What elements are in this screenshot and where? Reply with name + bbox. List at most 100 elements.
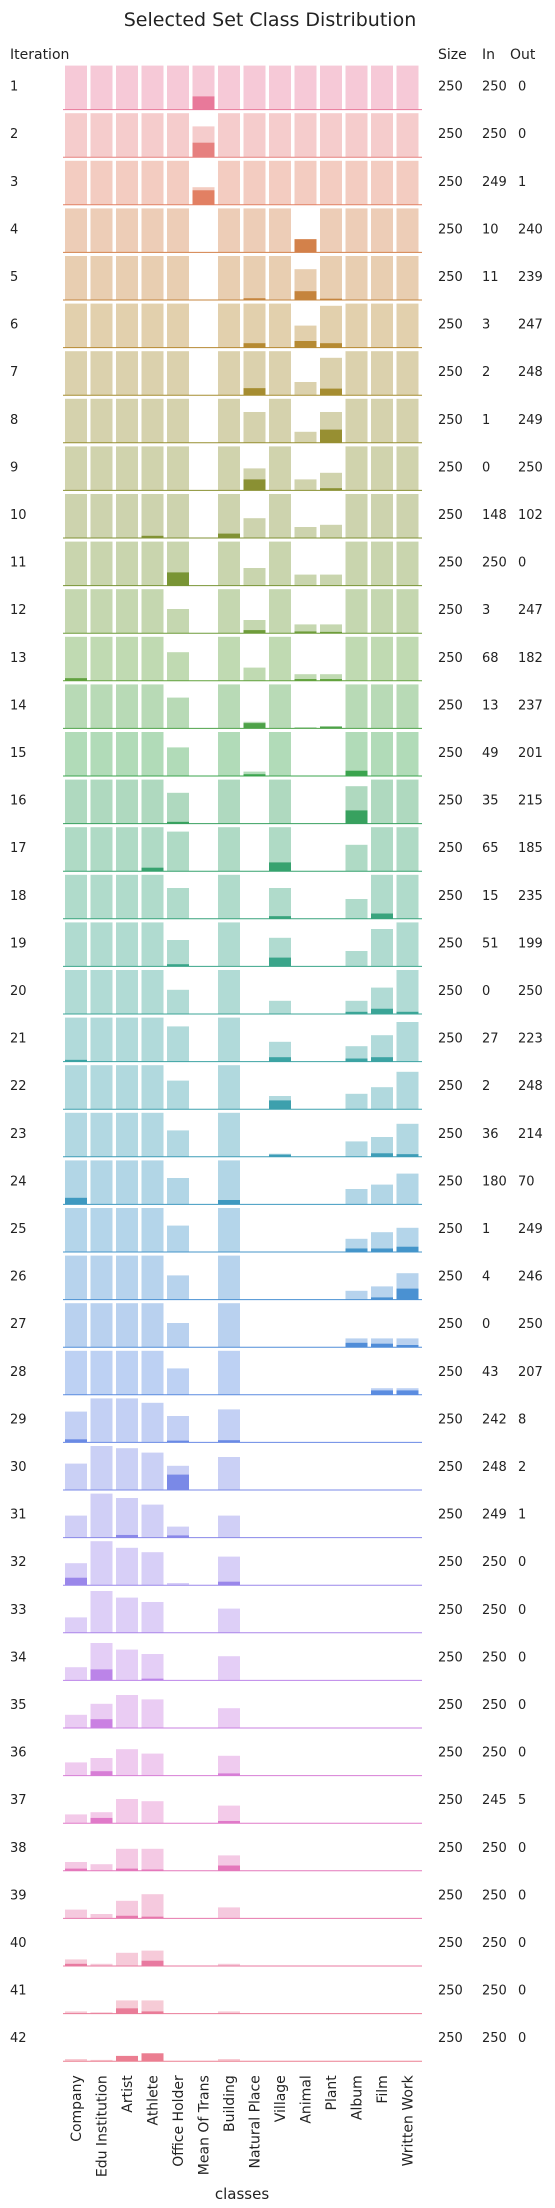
pool-bar (269, 1000, 291, 1014)
pool-bar (167, 888, 189, 919)
selected-bar (167, 1535, 189, 1538)
x-tick-label: Plant (324, 2075, 340, 2111)
iteration-row: 28 250 43 207 (10, 1350, 543, 1396)
pool-bar (218, 208, 240, 253)
selected-bar (345, 1058, 368, 1062)
selected-bar (192, 142, 215, 158)
pool-bar (116, 1112, 138, 1157)
iteration-label: 17 (10, 841, 27, 856)
pool-bar (243, 667, 266, 681)
pool-bar (218, 1708, 240, 1728)
in-value: 249 (482, 1508, 507, 1523)
selected-bar (65, 1197, 87, 1205)
iteration-row: 35 250 250 0 (10, 1695, 526, 1729)
selected-bar (141, 1869, 164, 1871)
pool-bar (294, 727, 317, 729)
pool-bar (396, 208, 419, 253)
pool-bar (90, 1017, 113, 1062)
pool-bar (65, 1862, 87, 1871)
x-tick-label: Company (69, 2075, 85, 2142)
pool-bar (371, 256, 393, 300)
pool-bar (371, 684, 393, 729)
pool-bar (345, 1141, 368, 1157)
iteration-label: 35 (10, 1698, 27, 1713)
pool-bar (116, 1208, 138, 1252)
selected-bar (396, 1345, 419, 1348)
pool-bar (345, 1046, 368, 1062)
in-value: 250 (482, 1888, 507, 1903)
size-value: 250 (438, 2031, 463, 2046)
out-value: 0 (518, 1936, 526, 1951)
in-value: 2 (482, 365, 490, 380)
iteration-row: 22 250 2 248 (10, 1065, 543, 1110)
pool-bar (371, 65, 393, 110)
pool-bar (116, 1498, 138, 1538)
pool-bar (141, 1017, 164, 1062)
iteration-label: 41 (10, 1984, 27, 1999)
pool-bar (345, 541, 368, 586)
pool-bar (141, 1801, 164, 1824)
in-value: 250 (482, 127, 507, 142)
pool-bar (243, 65, 266, 110)
in-value: 250 (482, 1555, 507, 1570)
selected-bar (269, 957, 291, 967)
selected-bar (345, 810, 368, 824)
pool-bar (371, 494, 393, 538)
iteration-row: 1 250 250 0 (10, 65, 526, 111)
pool-bar (141, 1504, 164, 1538)
in-value: 250 (482, 1841, 507, 1856)
selected-bar (396, 1288, 419, 1300)
pool-bar (345, 732, 368, 776)
x-tick-label: Animal (299, 2075, 315, 2123)
selected-bar (269, 916, 291, 919)
iteration-label: 20 (10, 984, 27, 999)
iteration-row: 19 250 51 199 (10, 922, 543, 967)
iteration-label: 31 (10, 1508, 27, 1523)
selected-bar (345, 1342, 368, 1348)
iteration-row: 40 250 250 0 (10, 1936, 526, 1967)
iteration-label: 36 (10, 1746, 27, 1761)
pool-bar (243, 113, 266, 158)
size-value: 250 (438, 794, 463, 809)
iteration-row: 12 250 3 247 (10, 589, 543, 634)
pool-bar (320, 305, 342, 348)
iteration-label: 22 (10, 1079, 27, 1094)
pool-bar (116, 1350, 138, 1395)
pool-bar (396, 1173, 419, 1205)
selected-bar (243, 388, 266, 396)
selected-bar (396, 1390, 419, 1395)
pool-bar (243, 351, 266, 396)
size-value: 250 (438, 651, 463, 666)
selected-bar (320, 298, 342, 300)
pool-bar (65, 351, 87, 396)
selected-bar (167, 1474, 189, 1490)
pool-bar (218, 446, 240, 491)
pool-bar (65, 113, 87, 158)
iteration-row: 26 250 4 246 (10, 1255, 543, 1301)
iteration-label: 21 (10, 1032, 27, 1047)
selected-bar (371, 1390, 393, 1395)
pool-bar (218, 922, 240, 967)
pool-bar (218, 970, 240, 1014)
in-value: 250 (482, 1936, 507, 1951)
in-value: 242 (482, 1412, 507, 1427)
iteration-row: 29 250 242 8 (10, 1398, 526, 1443)
in-value: 250 (482, 80, 507, 95)
pool-bar (116, 446, 138, 491)
selected-bar (345, 1248, 368, 1252)
out-value: 247 (518, 603, 543, 618)
size-value: 250 (438, 222, 463, 237)
out-value: 235 (518, 889, 543, 904)
out-value: 250 (518, 984, 543, 999)
size-value: 250 (438, 175, 463, 190)
pool-bar (345, 951, 368, 967)
selected-bar (116, 1915, 138, 1919)
iteration-row: 37 250 245 5 (10, 1793, 526, 1824)
iteration-label: 12 (10, 603, 27, 618)
selected-bar (294, 631, 317, 634)
selected-bar (218, 1200, 240, 1205)
out-value: 250 (518, 1317, 543, 1332)
pool-bar (141, 589, 164, 634)
pool-bar (90, 1255, 113, 1300)
pool-bar (116, 1547, 138, 1586)
